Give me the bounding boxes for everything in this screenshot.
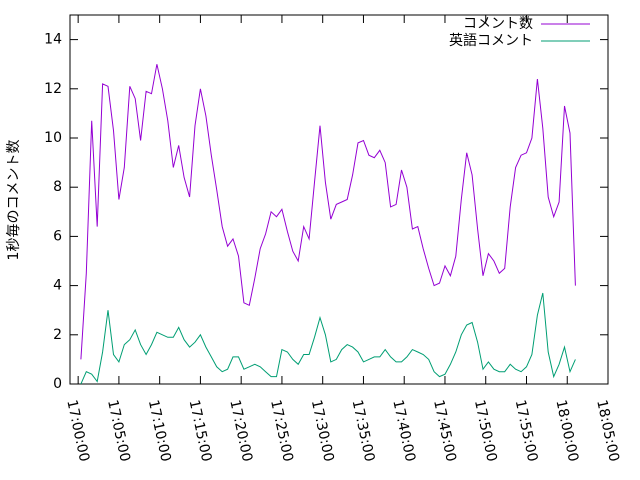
x-tick-label: 17:35:00 (349, 398, 378, 463)
plot-frame (69, 14, 609, 385)
data-line (80, 292, 576, 385)
x-tick-label: 17:15:00 (186, 398, 215, 463)
x-tick-label: 17:40:00 (389, 398, 418, 463)
y-tick-label: 12 (44, 81, 62, 97)
x-tick-label: 18:05:00 (593, 398, 622, 463)
legend-label: コメント数 (463, 16, 533, 32)
y-tick-label: 2 (53, 327, 62, 343)
y-axis-label: 1秒毎のコメント数 (6, 140, 22, 261)
y-tick-label: 14 (44, 32, 62, 48)
y-tick-label: 6 (53, 228, 62, 244)
x-tick-label: 17:20:00 (226, 398, 255, 463)
y-tick-label: 0 (53, 376, 62, 392)
y-tick-label: 10 (44, 130, 62, 146)
x-tick-label: 17:25:00 (267, 398, 296, 463)
x-tick-label: 17:00:00 (63, 398, 92, 463)
legend-label: 英語コメント (449, 32, 533, 49)
x-tick-label: 17:10:00 (145, 398, 174, 463)
x-tick-label: 17:45:00 (430, 398, 459, 463)
x-tick-label: 17:30:00 (308, 398, 337, 463)
x-tick-label: 17:55:00 (512, 398, 541, 463)
x-tick-label: 17:50:00 (471, 398, 500, 463)
x-tick-label: 18:00:00 (552, 398, 581, 463)
y-tick-label: 8 (53, 179, 62, 195)
x-tick-label: 17:05:00 (104, 398, 133, 463)
data-line (80, 64, 576, 360)
y-tick-label: 4 (53, 278, 62, 294)
